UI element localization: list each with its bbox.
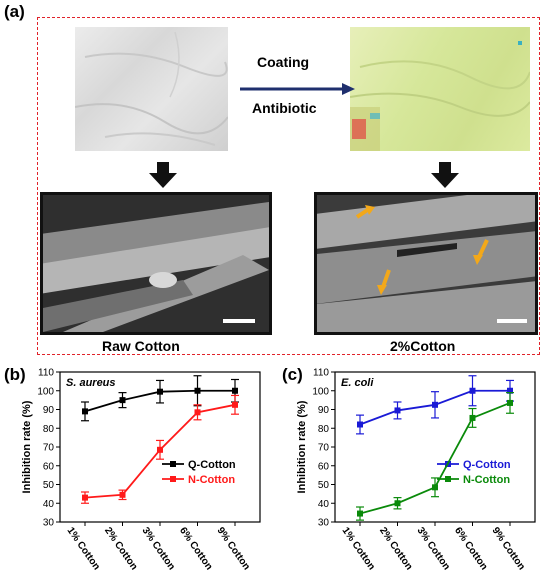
data-point [507, 387, 513, 394]
legend-label: N-Cotton [463, 474, 510, 486]
data-point [469, 414, 476, 421]
y-tick-label: 90 [318, 405, 330, 416]
sem-coated-cotton-image [314, 192, 538, 335]
x-tick-label: 1% Cotton [340, 525, 377, 571]
legend-marker [445, 476, 451, 482]
y-tick-label: 60 [43, 461, 55, 472]
data-point [232, 401, 238, 408]
y-tick-label: 40 [43, 499, 55, 510]
legend-label: Q-Cotton [463, 459, 511, 471]
antibiotic-label: Antibiotic [252, 100, 317, 116]
legend-marker [170, 476, 176, 482]
x-tick-label: 9% Cotton [490, 525, 527, 571]
chart-title: E. coli [341, 377, 374, 389]
y-tick-label: 110 [313, 368, 329, 379]
data-point [357, 510, 363, 517]
raw-cotton-photo [75, 27, 228, 151]
data-point [507, 399, 513, 406]
x-tick-label: 2% Cotton [102, 525, 139, 571]
data-point [157, 446, 163, 453]
down-arrow-left-icon [149, 162, 177, 188]
legend-label: Q-Cotton [188, 459, 236, 471]
coating-arrow-icon [240, 83, 355, 95]
data-point [82, 408, 88, 415]
data-point [82, 494, 88, 501]
legend-label: N-Cotton [188, 474, 235, 486]
panel-a-label: (a) [4, 2, 25, 21]
y-tick-label: 70 [43, 443, 55, 454]
panel-c-label: (c) [282, 365, 303, 384]
sem-coated-texture [317, 195, 535, 332]
x-tick-label: 9% Cotton [215, 525, 252, 571]
data-point [432, 484, 438, 491]
chart-title: S. aureus [66, 377, 116, 389]
raw-cotton-caption: Raw Cotton [102, 338, 180, 354]
y-tick-label: 30 [43, 518, 55, 529]
data-point [357, 421, 363, 428]
x-tick-label: 3% Cotton [415, 525, 452, 571]
coated-cotton-photo [350, 27, 530, 151]
y-tick-label: 90 [43, 405, 55, 416]
data-point [469, 387, 476, 394]
data-point [232, 387, 238, 394]
x-tick-label: 2% Cotton [377, 525, 414, 571]
y-tick-label: 60 [318, 461, 330, 472]
y-tick-label: 100 [37, 386, 54, 397]
data-point [194, 409, 201, 416]
y-tick-label: 100 [312, 386, 329, 397]
data-point [119, 397, 126, 404]
coated-cotton-caption: 2%Cotton [390, 338, 456, 354]
y-axis-label: Inhibition rate (%) [296, 400, 308, 493]
y-tick-label: 80 [43, 424, 55, 435]
y-tick-label: 50 [43, 480, 55, 491]
coated-cotton-texture [350, 41, 530, 151]
sem-raw-texture [43, 195, 269, 332]
x-tick-label: 6% Cotton [177, 525, 214, 571]
y-tick-label: 40 [318, 499, 330, 510]
data-point [394, 500, 401, 507]
data-point [394, 407, 401, 414]
y-tick-label: 110 [38, 368, 54, 379]
x-tick-label: 6% Cotton [452, 525, 489, 571]
data-point [119, 491, 126, 498]
panel-a-frame [37, 17, 540, 355]
coating-label: Coating [257, 54, 310, 70]
x-tick-label: 1% Cotton [65, 525, 102, 571]
data-point [194, 387, 201, 394]
y-axis-label: Inhibition rate (%) [21, 400, 33, 493]
panel-b-label: (b) [4, 365, 26, 384]
down-arrow-right-icon [431, 162, 459, 188]
y-tick-label: 50 [318, 480, 330, 491]
sem-raw-cotton-image [40, 192, 272, 335]
raw-cotton-texture [75, 31, 228, 146]
data-point [432, 401, 438, 408]
legend-marker [170, 461, 176, 467]
x-tick-label: 3% Cotton [140, 525, 177, 571]
y-tick-label: 70 [318, 443, 330, 454]
chart-e-coli: 30 40 50 60 70 80 90 100 110 Inhibition rate (%) 1… [296, 368, 536, 571]
y-tick-label: 30 [318, 518, 330, 529]
data-point [157, 388, 163, 395]
chart-s-aureus: 30 40 50 60 70 80 90 100 110 Inhibition rate (%) 1… [21, 368, 261, 571]
y-tick-label: 80 [318, 424, 330, 435]
